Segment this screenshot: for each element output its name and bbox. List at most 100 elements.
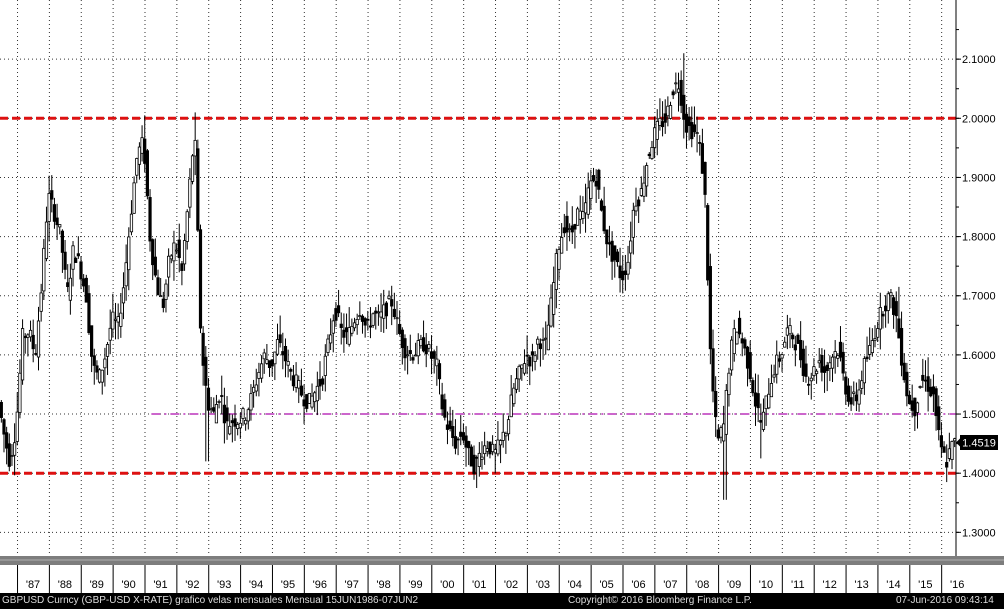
candle-body (663, 113, 667, 123)
x-tick-label: '95 (281, 579, 295, 591)
candle-body (530, 351, 535, 356)
candle-body (23, 335, 27, 339)
candle-body (206, 387, 211, 411)
candle-body (512, 387, 516, 405)
candle-body (469, 446, 473, 467)
candle-body (583, 202, 588, 214)
candle-body (44, 221, 49, 259)
last-price-label: 1.4519 (962, 437, 996, 449)
candle-body (703, 161, 707, 195)
candle-body (135, 158, 139, 176)
candle-body (891, 297, 896, 315)
candle-body (174, 249, 179, 252)
x-tick-label: '96 (313, 579, 327, 591)
candle-body (724, 390, 728, 435)
candle-body (403, 338, 407, 359)
candle-body (865, 356, 869, 360)
candle-body (26, 334, 30, 338)
candle-body (355, 318, 359, 326)
candle-body (164, 283, 168, 300)
candle-body (350, 325, 354, 334)
x-tick-label: '92 (185, 579, 199, 591)
candle-body (671, 91, 675, 96)
candle-body (783, 341, 787, 348)
candle-body (655, 120, 659, 140)
candle-body (459, 431, 463, 437)
y-tick-label: 1.8000 (962, 232, 996, 244)
candle-body (578, 210, 582, 220)
candle-body (241, 408, 245, 419)
candle-body (360, 315, 365, 322)
candle-body (607, 242, 612, 245)
candle-body (31, 334, 35, 350)
candle-body (244, 419, 248, 425)
candle-body (305, 394, 309, 409)
candle-body (674, 82, 678, 85)
candle-body (714, 391, 718, 418)
candle-body (467, 441, 471, 449)
candle-body (719, 427, 723, 438)
candle-body (121, 287, 126, 304)
candle-body (722, 423, 726, 442)
candle-body (281, 351, 285, 356)
candle-body (323, 355, 327, 376)
candle-body (249, 393, 253, 411)
y-tick-label: 1.5000 (962, 409, 996, 421)
candle-body (2, 419, 6, 435)
candle-body (71, 245, 75, 270)
candle-body (756, 393, 760, 409)
candle-body (647, 153, 651, 157)
candle-body (400, 329, 404, 349)
grid-lines (0, 0, 956, 556)
y-axis: 1.3000 1.4000 1.5000 1.6000 1.7000 1.8000 1.90… (956, 29, 996, 539)
candle-body (846, 385, 851, 402)
candle-body (286, 361, 290, 366)
candle-body (299, 385, 304, 396)
candle-body (695, 132, 699, 134)
candle-body (618, 265, 622, 279)
candle-body (687, 116, 691, 126)
candle-body (129, 213, 134, 233)
candle-body (698, 142, 702, 144)
candle-body (451, 426, 455, 439)
candle-body (772, 374, 776, 378)
candle-body (363, 318, 367, 326)
candle-body (336, 305, 341, 314)
candle-body (344, 327, 349, 333)
candle-body (201, 332, 205, 366)
candle-body (105, 344, 110, 357)
candle-body (169, 255, 173, 260)
candle-body (769, 383, 774, 398)
candle-body (934, 388, 938, 417)
candle-body (233, 418, 237, 427)
x-tick-label: '00 (440, 579, 454, 591)
candle-body (599, 200, 604, 211)
candle-body (483, 445, 487, 455)
y-tick-label: 1.3000 (962, 527, 996, 539)
candle-body (838, 341, 843, 358)
reference-lines (0, 116, 956, 475)
candle-body (475, 456, 479, 459)
candle-body (650, 147, 654, 159)
plot-background (0, 0, 956, 560)
candle-body (156, 277, 160, 296)
candle-body (884, 305, 888, 312)
candle-body (870, 340, 874, 354)
candle-body (931, 386, 936, 395)
candle-body (504, 433, 508, 437)
candle-body (302, 399, 306, 407)
candle-body (711, 348, 715, 392)
candle-body (862, 358, 866, 384)
candle-body (225, 407, 229, 422)
y-tick-label: 2.0000 (962, 113, 996, 125)
candle-body (796, 334, 800, 344)
x-tick-label: '91 (153, 579, 167, 591)
y-tick-label: 1.6000 (962, 350, 996, 362)
candle-body (878, 307, 882, 330)
candle-body (238, 422, 242, 429)
candle-body (411, 357, 415, 361)
candle-body (732, 328, 736, 355)
candle-body (368, 325, 373, 328)
candle-body (493, 449, 497, 454)
candle-body (910, 400, 914, 411)
